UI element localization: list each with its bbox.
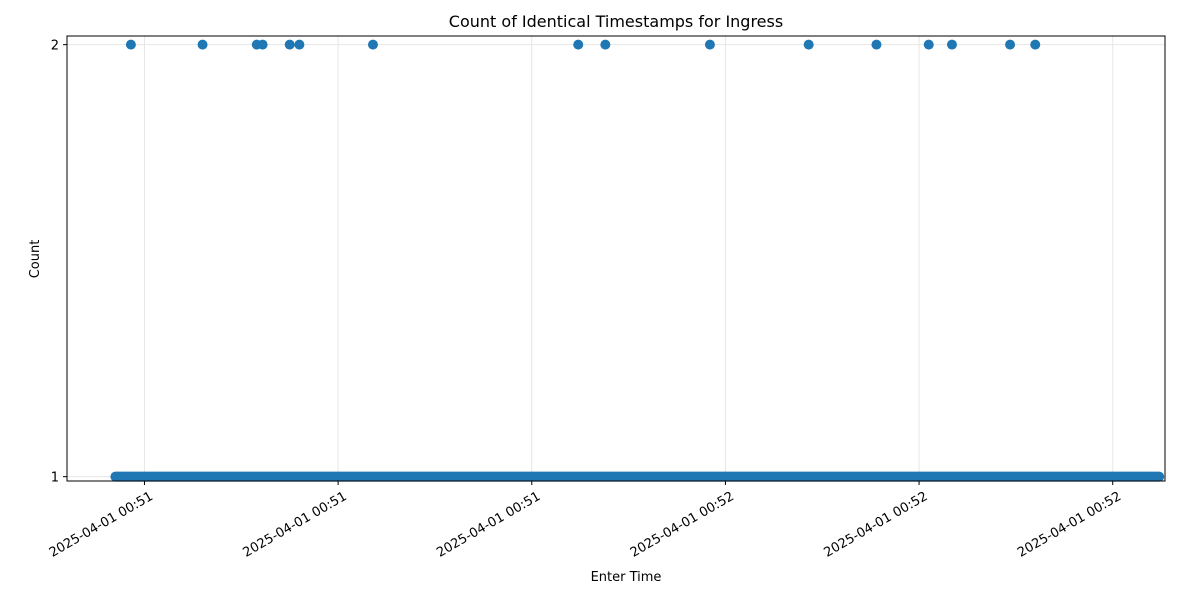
count-two-point	[923, 39, 934, 50]
count-two-point	[284, 39, 295, 50]
count-two-point	[197, 39, 208, 50]
y-axis-label: Count	[28, 240, 43, 279]
count-two-point	[257, 39, 268, 50]
plot-frame	[66, 35, 1166, 482]
count-two-point	[704, 39, 715, 50]
markers	[110, 39, 1165, 482]
count-two-point	[573, 39, 584, 50]
count-two-point	[1005, 39, 1016, 50]
count-two-point	[1030, 39, 1041, 50]
count-two-point	[871, 39, 882, 50]
count-two-point	[946, 39, 957, 50]
count-two-point	[125, 39, 136, 50]
chart-title: Count of Identical Timestamps for Ingres…	[449, 12, 783, 31]
x-axis-label: Enter Time	[591, 570, 662, 585]
count-two-point	[294, 39, 305, 50]
count-two-point	[803, 39, 814, 50]
count-two-point	[367, 39, 378, 50]
y-tick-label: 2	[51, 39, 59, 54]
count-two-point	[600, 39, 611, 50]
y-tick-label: 1	[51, 471, 59, 486]
